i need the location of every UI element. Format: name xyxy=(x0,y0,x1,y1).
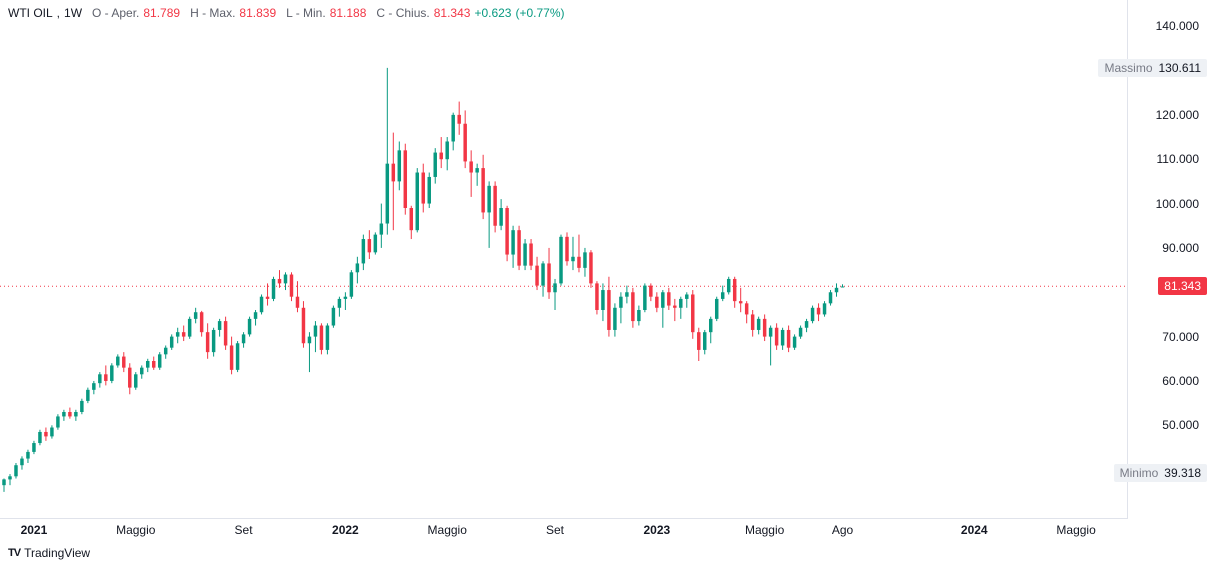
x-tick: Set xyxy=(546,523,564,537)
y-tick: 120.000 xyxy=(1156,108,1199,122)
tradingview-watermark[interactable]: TV TradingView xyxy=(8,546,90,560)
ohlc-h-label: H - Max. xyxy=(190,6,235,20)
x-tick: Maggio xyxy=(428,523,467,537)
ohlc-o-value: 81.789 xyxy=(143,6,180,20)
tradingview-text: TradingView xyxy=(24,546,90,560)
x-axis[interactable]: 2021 Maggio Set 2022 Maggio Set 2023 Maggio Ago 2… xyxy=(0,518,1128,540)
ohlc-change: +0.623 xyxy=(474,6,511,20)
x-tick: Maggio xyxy=(745,523,784,537)
y-tick: 110.000 xyxy=(1157,152,1200,166)
high-price-tag: Massimo130.611 xyxy=(1098,59,1207,77)
tradingview-logo-icon: TV xyxy=(8,547,20,559)
timeframe[interactable]: 1W xyxy=(64,6,82,20)
y-tick: 70.000 xyxy=(1162,330,1199,344)
x-tick: Ago xyxy=(832,523,853,537)
ohlc-l-label: L - Min. xyxy=(286,6,326,20)
x-tick: 2021 xyxy=(21,523,48,537)
x-tick: Maggio xyxy=(116,523,155,537)
ohlc-l-value: 81.188 xyxy=(330,6,367,20)
ohlc-o-label: O - Aper. xyxy=(92,6,139,20)
y-axis[interactable]: 50.000 60.000 70.000 90.000 100.000 110.000 12… xyxy=(1135,0,1209,540)
y-tick: 90.000 xyxy=(1162,241,1199,255)
x-tick: 2022 xyxy=(332,523,359,537)
y-tick: 50.000 xyxy=(1162,418,1199,432)
x-tick: 2023 xyxy=(643,523,670,537)
candlestick-plot[interactable] xyxy=(0,0,1128,518)
ohlc-h-value: 81.839 xyxy=(239,6,276,20)
y-tick: 100.000 xyxy=(1156,197,1199,211)
x-tick: 2024 xyxy=(961,523,988,537)
current-price-tag: 81.343 xyxy=(1158,277,1207,295)
symbol-name[interactable]: WTI OIL xyxy=(8,6,53,20)
y-tick: 140.000 xyxy=(1156,19,1199,33)
ohlc-c-value: 81.343 xyxy=(434,6,471,20)
ohlc-change-pct: (+0.77%) xyxy=(515,6,564,20)
x-tick: Set xyxy=(235,523,253,537)
chart-container: WTI OIL, 1W O - Aper. 81.789 H - Max. 81… xyxy=(0,0,1209,564)
ohlc-c-label: C - Chius. xyxy=(376,6,429,20)
chart-legend: WTI OIL, 1W O - Aper. 81.789 H - Max. 81… xyxy=(8,6,565,20)
low-price-tag: Minimo39.318 xyxy=(1114,464,1207,482)
y-tick: 60.000 xyxy=(1162,374,1199,388)
x-tick: Maggio xyxy=(1056,523,1095,537)
